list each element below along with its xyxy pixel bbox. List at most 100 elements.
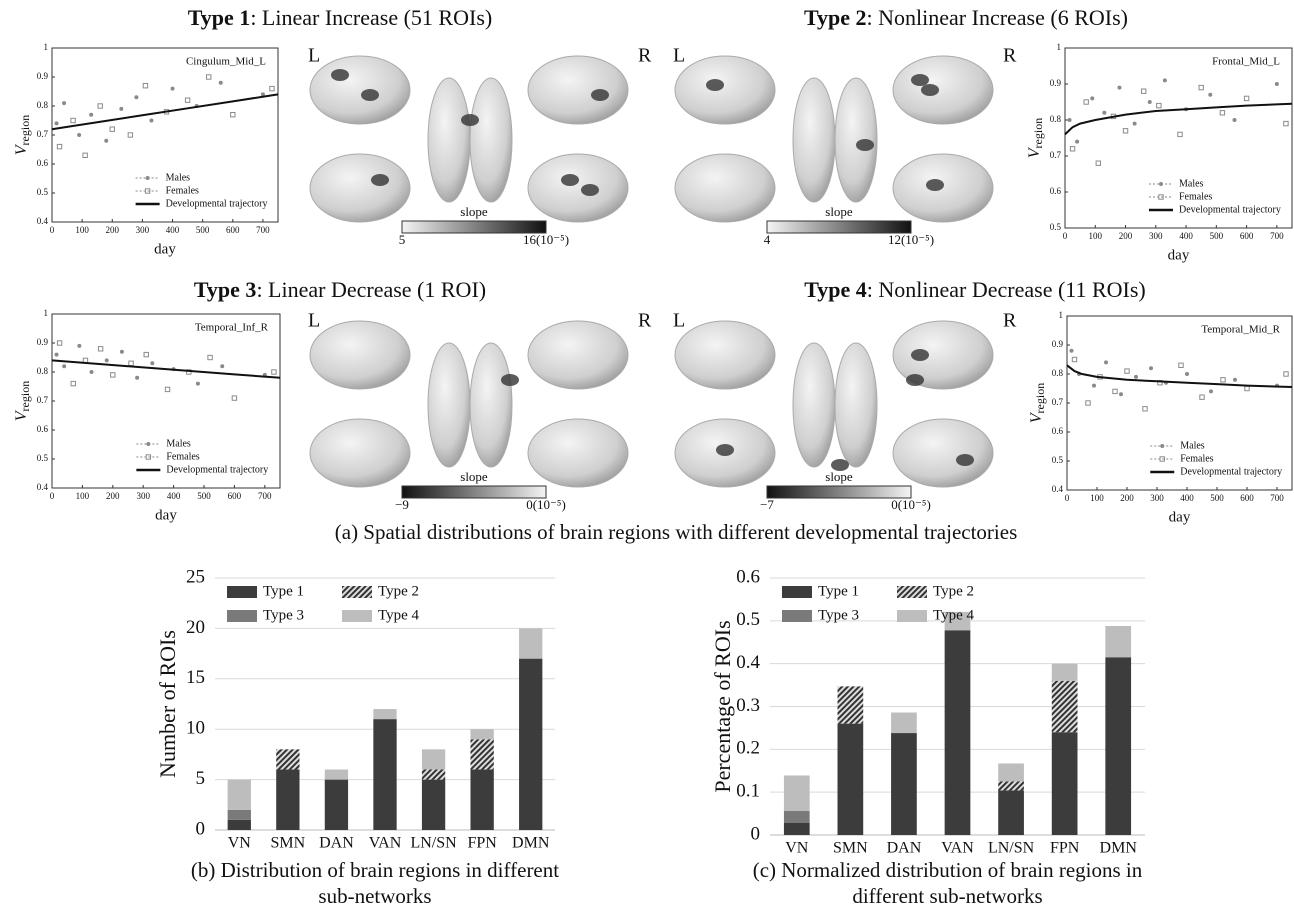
x-tick-label: VN: [228, 835, 252, 852]
hemisphere-left: L: [673, 310, 685, 332]
caption-a: (a) Spatial distributions of brain regio…: [335, 520, 1018, 544]
trajectory-line: [1067, 365, 1292, 387]
legend-label: Type 4: [378, 607, 420, 623]
point: [1084, 100, 1088, 104]
legend-swatch: [227, 586, 257, 598]
x-tick-label: 200: [106, 225, 120, 235]
point: [1143, 407, 1147, 411]
x-tick-label: FPN: [1050, 840, 1080, 857]
brain-top: [470, 343, 512, 467]
point: [1275, 82, 1279, 86]
panel-title-bold: Type 3: [194, 277, 257, 302]
brain-region: [716, 444, 734, 456]
bar-segment: [519, 628, 542, 658]
panel-title-bold: Type 4: [804, 277, 867, 302]
y-tick-label: 0.6: [37, 158, 49, 168]
y-axis-label: Vregion: [13, 381, 32, 421]
point: [62, 101, 66, 105]
point: [185, 98, 189, 102]
brain-surface: [528, 56, 628, 124]
brain-top: [793, 78, 835, 202]
point: [1113, 389, 1117, 393]
x-tick-label: 100: [1089, 231, 1103, 241]
x-tick-label: DMN: [1100, 840, 1138, 857]
brain-top: [793, 343, 835, 467]
bar-segment: [228, 820, 251, 830]
point: [1157, 103, 1161, 107]
brain-surface: [528, 321, 628, 389]
trajectory-line: [1065, 104, 1292, 135]
x-tick-label: 700: [1270, 493, 1284, 503]
point: [1284, 372, 1288, 376]
colorbar-min: −9: [395, 497, 409, 512]
bar-segment: [325, 780, 348, 830]
point: [1070, 147, 1074, 151]
point: [196, 382, 200, 386]
x-tick-label: 700: [258, 491, 272, 501]
y-tick-label: 0.9: [37, 337, 49, 347]
x-tick-label: LN/SN: [410, 835, 457, 852]
x-tick-label: 600: [1240, 493, 1254, 503]
x-tick-label: DAN: [887, 840, 922, 857]
point: [1086, 401, 1090, 405]
bar-segment: [998, 790, 1024, 835]
bar-segment: [470, 729, 493, 739]
y-tick-label: 1: [1059, 310, 1064, 320]
legend-swatch: [342, 586, 372, 598]
x-tick-label: 300: [1149, 231, 1163, 241]
legend-label: Developmental trajectory: [1180, 466, 1282, 477]
legend-label: Males: [166, 438, 191, 449]
point: [270, 86, 274, 90]
point: [1209, 389, 1213, 393]
panel-title-rest: : Nonlinear Increase (6 ROIs): [867, 5, 1128, 30]
point: [220, 364, 224, 368]
bar-segment: [784, 811, 810, 823]
y-tick-label: 25: [186, 566, 205, 587]
y-tick-label: 0.9: [1052, 339, 1064, 349]
y-tick-label: 0.5: [37, 453, 49, 463]
point: [62, 364, 66, 368]
x-axis-label: day: [1169, 509, 1191, 525]
point: [150, 361, 154, 365]
colorbar-min: −7: [760, 497, 774, 512]
brain-surface: [310, 154, 410, 222]
x-tick-label: 100: [75, 225, 89, 235]
legend-label: Females: [1180, 453, 1213, 464]
x-tick-label: 300: [1150, 493, 1164, 503]
y-tick-label: 0.4: [1052, 484, 1064, 494]
legend-swatch: [342, 610, 372, 622]
colorbar-max: 0(10⁻⁵): [891, 497, 931, 512]
brain-surface: [528, 419, 628, 487]
bar-segment: [838, 724, 864, 835]
point: [89, 113, 93, 117]
point: [206, 75, 210, 79]
legend-label: Males: [1180, 440, 1205, 451]
y-tick-label: 0: [751, 823, 761, 844]
x-tick-label: 700: [1270, 231, 1284, 241]
y-tick-label: 0.1: [736, 781, 760, 802]
panel-title: Type 1: Linear Increase (51 ROIs): [188, 5, 492, 30]
bar-segment: [838, 686, 864, 723]
bar-segment: [228, 780, 251, 810]
bar-segment: [422, 749, 445, 769]
point: [119, 107, 123, 111]
y-tick-label: 0.8: [37, 366, 49, 376]
point: [104, 139, 108, 143]
point: [71, 118, 75, 122]
point: [55, 353, 59, 357]
legend-label: Type 1: [818, 583, 859, 599]
point: [1178, 132, 1182, 136]
brain-top: [470, 78, 512, 202]
y-axis-label: Percentage of ROIs: [710, 620, 735, 792]
y-tick-label: 0.9: [1050, 78, 1062, 88]
hemisphere-right: R: [638, 310, 652, 332]
x-tick-label: 200: [106, 491, 120, 501]
y-axis-label-sub: region: [18, 115, 32, 146]
bar-segment: [373, 709, 396, 719]
point: [146, 176, 150, 180]
colorbar-max: 12(10⁻⁵): [888, 232, 934, 247]
x-tick-label: 600: [226, 225, 240, 235]
x-tick-label: 100: [76, 491, 90, 501]
chart-caption: different sub-networks: [852, 884, 1042, 908]
x-tick-label: SMN: [833, 840, 868, 857]
